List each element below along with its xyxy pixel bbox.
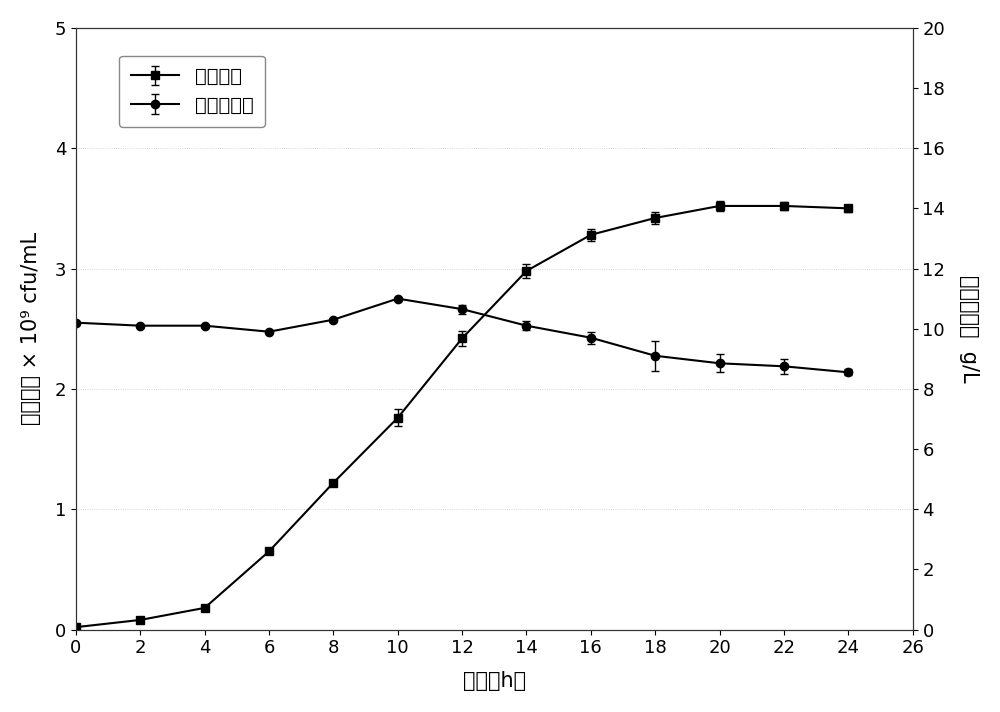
Y-axis label: 葡萄糖浓度  g/L: 葡萄糖浓度 g/L (959, 275, 979, 382)
Legend: 活菌浓度, 葡萄糖浓度: 活菌浓度, 葡萄糖浓度 (119, 56, 265, 127)
Y-axis label: 活菌浓度 × 10⁹ cfu/mL: 活菌浓度 × 10⁹ cfu/mL (21, 232, 41, 425)
X-axis label: 时间（h）: 时间（h） (463, 671, 526, 691)
